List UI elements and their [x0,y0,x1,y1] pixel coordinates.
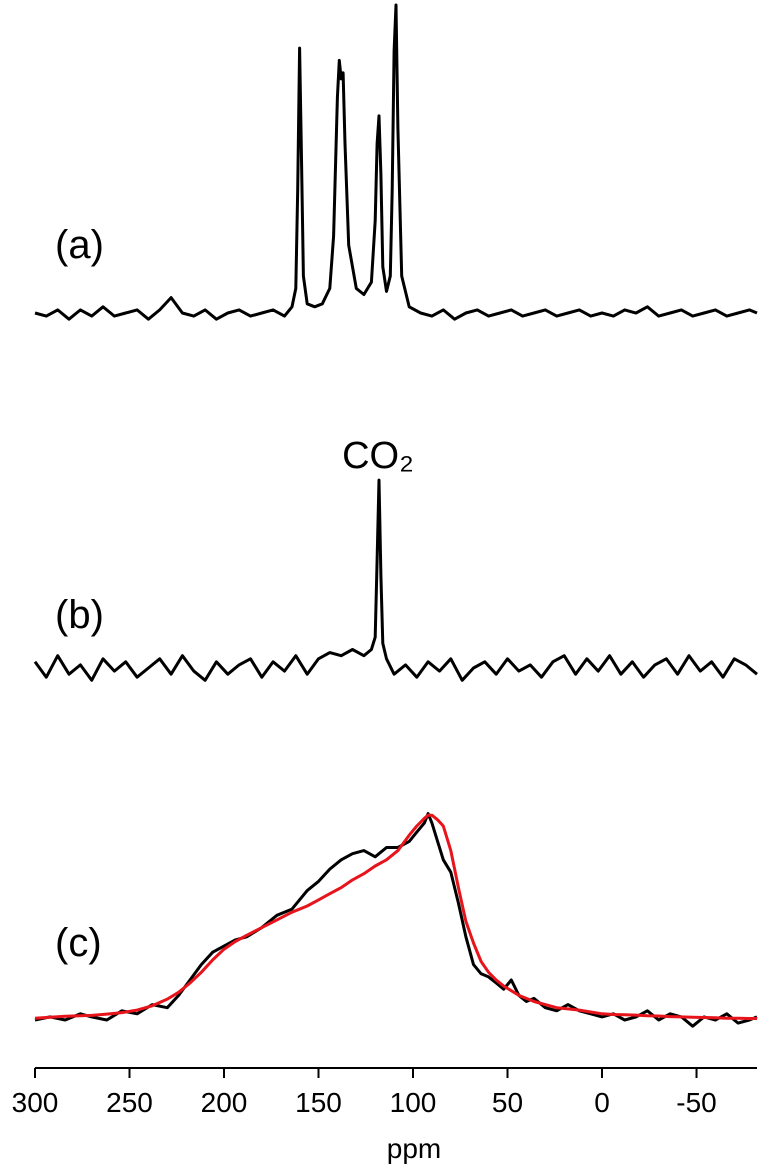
x-tick-label: 100 [390,1087,437,1118]
x-tick-label: 50 [492,1087,523,1118]
x-tick-label: 200 [201,1087,248,1118]
x-tick-label: -50 [676,1087,716,1118]
peak-label: CO₂ [342,435,414,477]
panel-label: (c) [55,921,102,965]
panel-label: (a) [55,223,104,267]
spectrum-line [34,812,758,1028]
x-axis-label: ppm [387,1133,441,1164]
panel-label: (b) [55,593,104,637]
spectrum-line [34,3,758,321]
x-tick-label: 250 [106,1087,153,1118]
spectrum-line [34,813,757,1020]
spectrum-line [33,478,758,682]
x-tick-label: 300 [12,1087,59,1118]
x-tick-label: 150 [295,1087,342,1118]
x-tick-label: 0 [594,1087,610,1118]
